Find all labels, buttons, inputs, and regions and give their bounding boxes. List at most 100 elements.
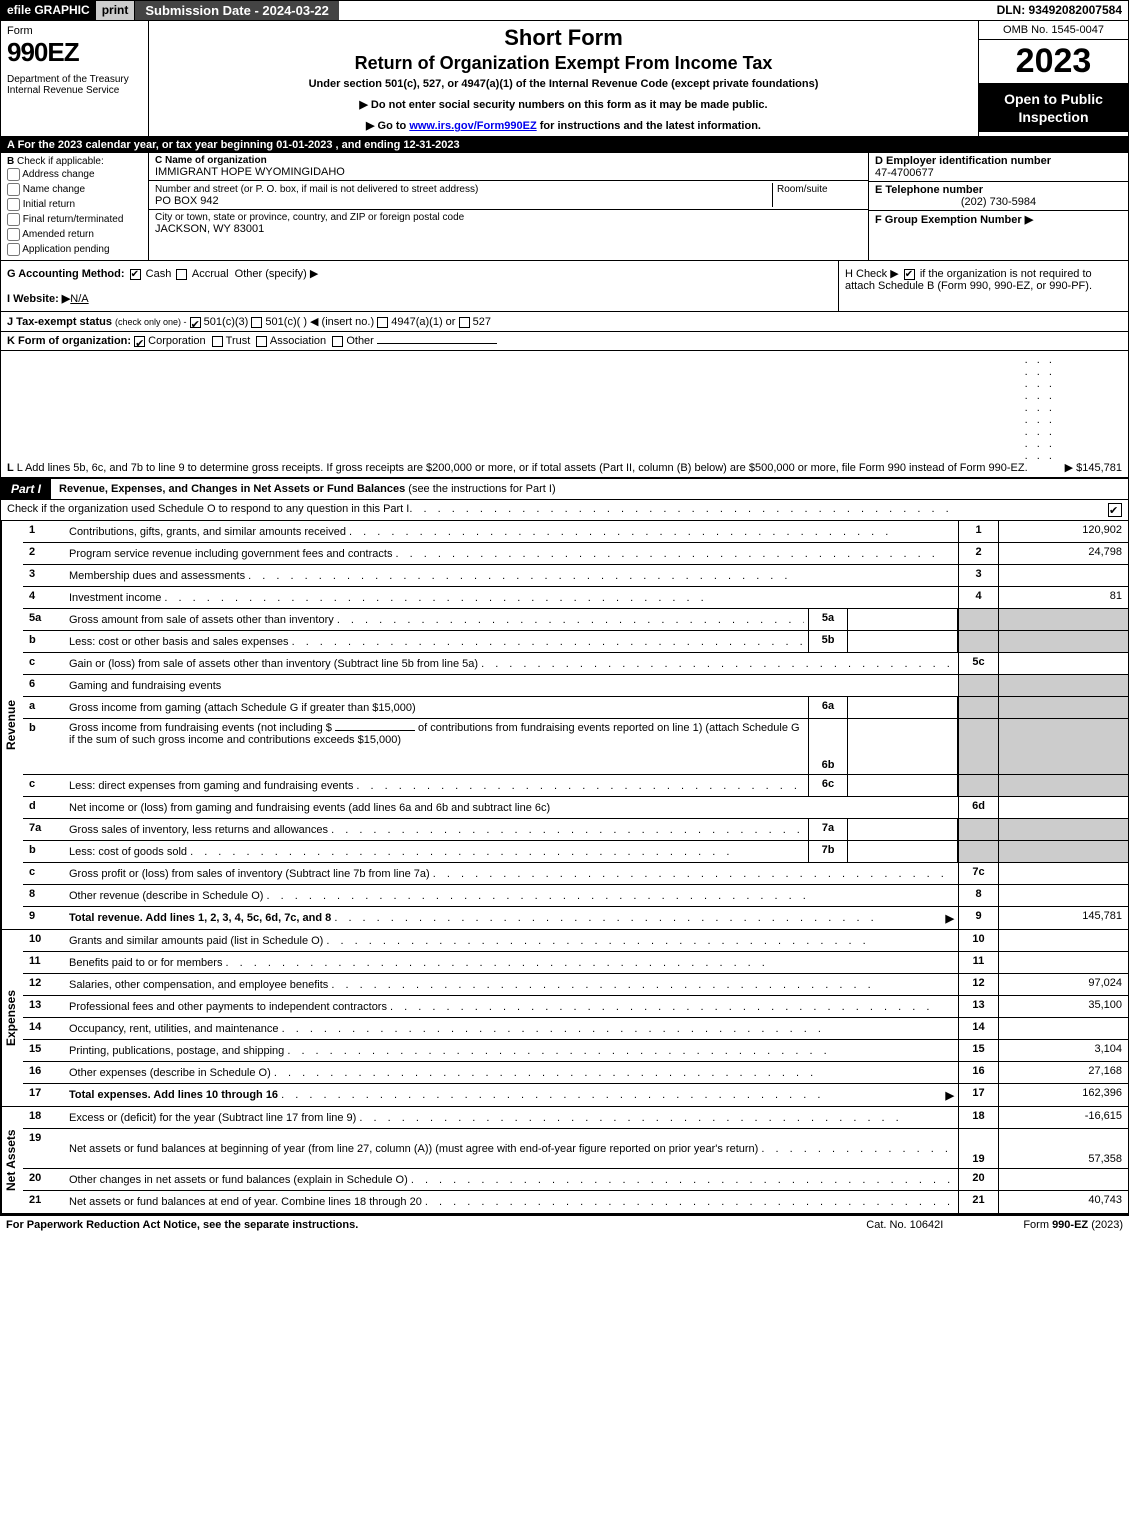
title-return: Return of Organization Exempt From Incom… bbox=[157, 53, 970, 74]
c-city-label: City or town, state or province, country… bbox=[155, 212, 862, 223]
line-6b: b Gross income from fundraising events (… bbox=[23, 719, 1128, 775]
expenses-tab: Expenses bbox=[1, 930, 23, 1106]
l-text: L Add lines 5b, 6c, and 7b to line 9 to … bbox=[17, 462, 1025, 474]
title-short-form: Short Form bbox=[157, 25, 970, 51]
line-18: 18Excess or (deficit) for the year (Subt… bbox=[23, 1107, 1128, 1129]
page-footer: For Paperwork Reduction Act Notice, see … bbox=[0, 1216, 1129, 1234]
netassets-tab: Net Assets bbox=[1, 1107, 23, 1213]
topbar-spacer bbox=[339, 1, 991, 20]
expenses-section: Expenses 10Grants and similar amounts pa… bbox=[1, 930, 1128, 1107]
open-public-label: Open to Public Inspection bbox=[979, 84, 1128, 132]
website-value: N/A bbox=[70, 293, 88, 305]
opt-address-change[interactable]: Address change bbox=[7, 167, 142, 182]
ein-value: 47-4700677 bbox=[875, 167, 934, 179]
instr2-post: for instructions and the latest informat… bbox=[537, 120, 761, 132]
part1-check-line: Check if the organization used Schedule … bbox=[1, 500, 1128, 521]
g-cash-check[interactable] bbox=[130, 269, 141, 280]
amt-11 bbox=[998, 952, 1128, 973]
h-check: H Check ▶ if the organization is not req… bbox=[838, 261, 1128, 311]
line-6a: a Gross income from gaming (attach Sched… bbox=[23, 697, 1128, 719]
row-g-h: G Accounting Method: Cash Accrual Other … bbox=[1, 261, 1128, 312]
header-center: Short Form Return of Organization Exempt… bbox=[149, 21, 978, 136]
irs-link[interactable]: www.irs.gov/Form990EZ bbox=[409, 120, 536, 132]
c-addr-label: Number and street (or P. O. box, if mail… bbox=[155, 184, 478, 195]
amt-21: 40,743 bbox=[998, 1191, 1128, 1213]
amt-12: 97,024 bbox=[998, 974, 1128, 995]
amt-9: 145,781 bbox=[998, 907, 1128, 929]
line-6: 6 Gaming and fundraising events bbox=[23, 675, 1128, 697]
topbar: efile GRAPHIC print Submission Date - 20… bbox=[1, 1, 1128, 21]
h-checkbox[interactable] bbox=[904, 269, 915, 280]
part1-check-text: Check if the organization used Schedule … bbox=[7, 503, 409, 517]
line-l: L L Add lines 5b, 6c, and 7b to line 9 t… bbox=[1, 351, 1128, 478]
line-12: 12Salaries, other compensation, and empl… bbox=[23, 974, 1128, 996]
k-label: K Form of organization: bbox=[7, 335, 131, 347]
line-19: 19Net assets or fund balances at beginni… bbox=[23, 1129, 1128, 1169]
b-label: B bbox=[7, 156, 14, 167]
line-20: 20Other changes in net assets or fund ba… bbox=[23, 1169, 1128, 1191]
k-other-input[interactable] bbox=[377, 343, 497, 344]
part1-title: Revenue, Expenses, and Changes in Net As… bbox=[51, 479, 1128, 499]
opt-name-change[interactable]: Name change bbox=[7, 182, 142, 197]
print-button[interactable]: print bbox=[96, 1, 136, 20]
amt-4: 81 bbox=[998, 587, 1128, 608]
amt-16: 27,168 bbox=[998, 1062, 1128, 1083]
l-arrow: ▶ $ bbox=[1065, 461, 1083, 474]
revenue-section: Revenue 1 Contributions, gifts, grants, … bbox=[1, 521, 1128, 930]
revenue-rows: 1 Contributions, gifts, grants, and simi… bbox=[23, 521, 1128, 929]
amt-14 bbox=[998, 1018, 1128, 1039]
k-trust-check[interactable] bbox=[212, 336, 223, 347]
line-5a: 5a Gross amount from sale of assets othe… bbox=[23, 609, 1128, 631]
j-4947-check[interactable] bbox=[377, 317, 388, 328]
instr2-pre: ▶ Go to bbox=[366, 120, 409, 132]
part1-header: Part I Revenue, Expenses, and Changes in… bbox=[1, 478, 1128, 500]
instruction-ssn: ▶ Do not enter social security numbers o… bbox=[157, 98, 970, 111]
org-address: PO BOX 942 bbox=[155, 195, 219, 207]
opt-application-pending[interactable]: Application pending bbox=[7, 242, 142, 257]
k-other-check[interactable] bbox=[332, 336, 343, 347]
amt-19: 57,358 bbox=[998, 1129, 1128, 1168]
k-corp-check[interactable]: ✔ bbox=[134, 336, 145, 347]
line-8: 8 Other revenue (describe in Schedule O)… bbox=[23, 885, 1128, 907]
subtitle: Under section 501(c), 527, or 4947(a)(1)… bbox=[157, 78, 970, 90]
amt-3 bbox=[998, 565, 1128, 586]
phone-value: (202) 730-5984 bbox=[875, 196, 1122, 208]
opt-amended-return[interactable]: Amended return bbox=[7, 227, 142, 242]
line-7c: c Gross profit or (loss) from sales of i… bbox=[23, 863, 1128, 885]
line-7b: b Less: cost of goods sold . . . . . . .… bbox=[23, 841, 1128, 863]
j-501c-check[interactable] bbox=[251, 317, 262, 328]
j-label: J Tax-exempt status bbox=[7, 316, 112, 328]
amt-6d bbox=[998, 797, 1128, 818]
d-label: D Employer identification number bbox=[875, 155, 1051, 167]
j-527-check[interactable] bbox=[459, 317, 470, 328]
amt-17: 162,396 bbox=[998, 1084, 1128, 1106]
netassets-section: Net Assets 18Excess or (deficit) for the… bbox=[1, 1107, 1128, 1215]
footer-paperwork: For Paperwork Reduction Act Notice, see … bbox=[6, 1219, 866, 1231]
column-c: C Name of organization IMMIGRANT HOPE WY… bbox=[149, 153, 868, 260]
header-left: Form 990EZ Department of the Treasury In… bbox=[1, 21, 149, 136]
l-value: 145,781 bbox=[1082, 462, 1122, 474]
form-number: 990EZ bbox=[7, 37, 142, 68]
e-label: E Telephone number bbox=[875, 184, 983, 196]
line-6d: d Net income or (loss) from gaming and f… bbox=[23, 797, 1128, 819]
j-501c3-check[interactable]: ✔ bbox=[190, 317, 201, 328]
k-assoc-check[interactable] bbox=[256, 336, 267, 347]
line-4: 4 Investment income . . . . . . . . . . … bbox=[23, 587, 1128, 609]
column-b: B Check if applicable: Address change Na… bbox=[1, 153, 149, 260]
department-label: Department of the Treasury Internal Reve… bbox=[7, 74, 142, 96]
omb-number: OMB No. 1545-0047 bbox=[979, 21, 1128, 40]
b-check-label: Check if applicable: bbox=[17, 156, 104, 167]
line-k: K Form of organization: ✔ Corporation Tr… bbox=[1, 332, 1128, 351]
dln-label: DLN: 93492082007584 bbox=[991, 1, 1128, 20]
opt-final-return[interactable]: Final return/terminated bbox=[7, 212, 142, 227]
j-sub: (check only one) - bbox=[115, 317, 187, 327]
part1-schedule-o-check[interactable] bbox=[1108, 503, 1122, 517]
g-accrual-check[interactable] bbox=[176, 269, 187, 280]
amt-8 bbox=[998, 885, 1128, 906]
amt-7c bbox=[998, 863, 1128, 884]
instruction-goto: ▶ Go to www.irs.gov/Form990EZ for instru… bbox=[157, 119, 970, 132]
line-11: 11Benefits paid to or for members . . . … bbox=[23, 952, 1128, 974]
line-6b-amount-input[interactable] bbox=[335, 730, 415, 731]
org-city: JACKSON, WY 83001 bbox=[155, 223, 862, 235]
opt-initial-return[interactable]: Initial return bbox=[7, 197, 142, 212]
